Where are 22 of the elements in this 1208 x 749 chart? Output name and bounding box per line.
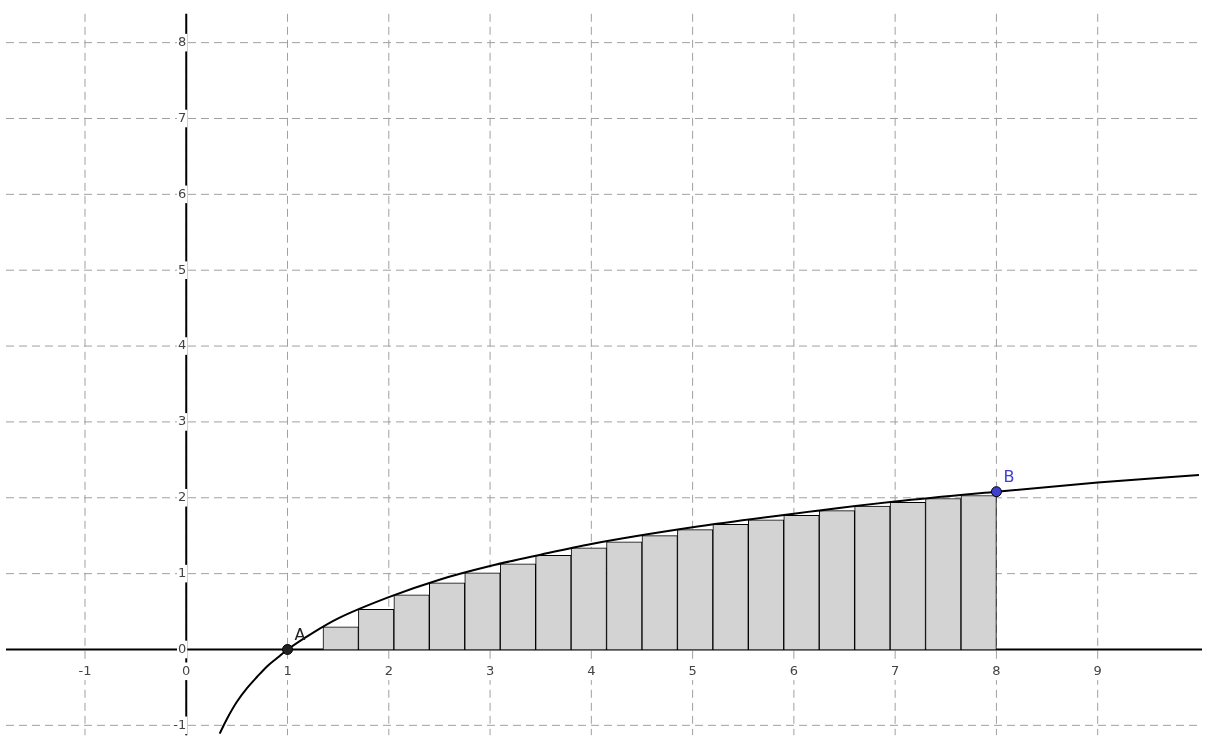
x-tick-label: 2 bbox=[384, 662, 393, 678]
y-tick-label: 4 bbox=[177, 337, 187, 353]
x-tick-label: 5 bbox=[688, 662, 697, 678]
y-tick-label: 1 bbox=[177, 565, 187, 580]
y-tick-label: 2 bbox=[177, 489, 187, 505]
annotation: B bbox=[1003, 466, 1015, 486]
x-tick-label: 1 bbox=[283, 662, 292, 678]
y-tick-label: -1 bbox=[173, 716, 187, 732]
y-tick-label: 8 bbox=[177, 34, 187, 49]
annotation: A bbox=[294, 624, 306, 644]
x-tick-label: 7 bbox=[891, 662, 900, 678]
y-tick-label: 5 bbox=[177, 261, 187, 277]
x-tick-label: 4 bbox=[587, 662, 596, 678]
x-tick-label: 9 bbox=[1093, 662, 1102, 678]
y-tick-label: 7 bbox=[177, 109, 187, 125]
y-tick-label: 6 bbox=[177, 185, 187, 201]
x-tick-label: 3 bbox=[485, 662, 495, 678]
x-tick-label: 8 bbox=[992, 662, 1001, 678]
y-tick-label: 0 bbox=[177, 640, 187, 656]
x-tick-label: -1 bbox=[78, 662, 92, 678]
y-tick-label: 3 bbox=[177, 413, 187, 429]
x-tick-label: 6 bbox=[789, 662, 799, 678]
